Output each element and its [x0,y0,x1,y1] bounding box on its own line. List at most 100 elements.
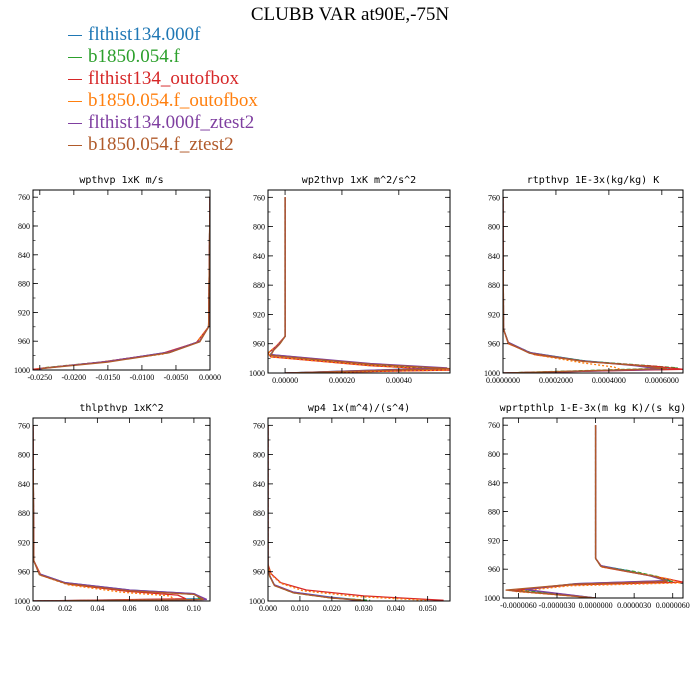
series-line [33,425,177,601]
x-tick-label: 0.0006000 [645,376,679,385]
x-tick-label: -0.0050 [164,373,189,382]
legend-swatch [68,123,82,125]
legend-item: flthist134.000f [68,24,258,46]
series-line [33,197,210,370]
legend-item: b1850.054.f_ztest2 [68,134,258,156]
y-tick-label: 800 [488,450,500,459]
plot-frame [267,417,451,602]
y-tick-label: 800 [18,222,30,231]
y-tick-label: 880 [253,509,265,518]
series-line [503,197,670,373]
x-tick-label: -0.0150 [96,373,121,382]
y-tick-label: 1000 [249,597,265,606]
y-tick-label: 880 [488,281,500,290]
plot-frame [502,189,684,374]
series-line [33,425,204,601]
x-tick-label: 0.00000 [272,376,298,385]
y-tick-label: 920 [488,536,500,545]
series-line [33,425,205,601]
x-tick-label: 0.020 [323,604,341,613]
series-line [268,197,448,373]
series-line [268,425,444,601]
y-tick-label: 1000 [14,597,30,606]
y-tick-label: 920 [253,310,265,319]
series-line [269,197,448,373]
x-tick-label: -0.0000060 [500,601,537,610]
series-line [503,197,668,373]
series-line [268,197,450,373]
x-tick-label: 0.00020 [329,376,355,385]
y-tick-label: 840 [253,480,265,489]
plot-frame [32,417,211,602]
y-tick-label: 760 [488,421,500,430]
chart-panel: wp2thvp 1xK m^2/s^2 760 800 840 880 920 960 100… [249,175,451,385]
y-tick-label: 960 [18,337,30,346]
series-line [268,425,428,601]
y-tick-label: 760 [488,193,500,202]
series-line [269,197,450,373]
x-tick-label: 0.04 [90,604,104,613]
x-tick-label: 0.0000060 [656,601,690,610]
series-line [269,197,442,373]
x-tick-label: 0.050 [419,604,437,613]
series-line [505,425,668,598]
panel-title: wp2thvp 1xK m^2/s^2 [302,175,416,186]
y-tick-label: 920 [18,308,30,317]
x-tick-label: 0.000 [259,604,277,613]
chart-panel: thlpthvp 1xK^2 760 800 840 880 920 960 10000.00… [14,403,211,613]
y-tick-label: 840 [18,251,30,260]
figure-title: CLUBB VAR at90E,-75N [250,4,450,25]
x-tick-label: 0.00 [26,604,40,613]
legend-label: flthist134.000f [88,24,201,45]
series-line [503,197,623,373]
y-tick-label: 960 [253,568,265,577]
x-tick-label: 0.08 [155,604,169,613]
series-line [515,425,681,598]
y-tick-label: 880 [18,280,30,289]
plot-frame [32,189,211,371]
series-line [503,197,678,373]
legend-item: flthist134.000f_ztest2 [68,112,258,134]
y-tick-label: 800 [253,223,265,232]
x-tick-label: 0.02 [58,604,72,613]
x-tick-label: -0.0100 [130,373,155,382]
legend-label: flthist134_outofbox [88,68,239,89]
series-line [268,425,364,601]
x-tick-label: 0.010 [291,604,309,613]
x-tick-label: 0.06 [123,604,137,613]
legend-item: flthist134_outofbox [68,68,258,90]
y-tick-label: 960 [253,340,265,349]
y-tick-label: 1000 [484,594,500,603]
x-tick-label: 0.0000000 [579,601,613,610]
series-line [36,197,210,370]
x-tick-label: -0.0200 [62,373,87,382]
chart-panel: wp4 1x(m^4)/(s^4)76080084088092096010000… [249,403,451,613]
y-tick-label: 960 [488,565,500,574]
series-line [33,425,208,601]
plot-frame [502,417,684,599]
x-tick-label: -0.0250 [27,373,52,382]
legend-label: flthist134.000f_ztest2 [88,112,255,133]
series-line [270,197,445,373]
y-tick-label: 760 [18,193,30,202]
panel-title: wp4 1x(m^4)/(s^4) [308,403,410,414]
series-line [33,425,187,601]
y-tick-label: 960 [488,340,500,349]
legend-label: b1850.054.f_outofbox [88,90,258,111]
x-tick-label: -0.0000030 [539,601,576,610]
x-tick-label: 0.030 [355,604,373,613]
legend-item: b1850.054.f_outofbox [68,90,258,112]
y-tick-label: 960 [18,568,30,577]
x-tick-label: 0.040 [387,604,405,613]
x-tick-label: 0.0004000 [592,376,626,385]
y-tick-label: 840 [488,479,500,488]
series-line [268,425,364,601]
series-line [503,197,662,373]
x-tick-label: 0.0002000 [539,376,573,385]
legend-swatch [68,79,82,81]
y-tick-label: 920 [253,538,265,547]
y-tick-label: 920 [18,538,30,547]
y-tick-label: 880 [18,509,30,518]
y-tick-label: 1000 [484,369,500,378]
plot-frame [267,189,451,374]
